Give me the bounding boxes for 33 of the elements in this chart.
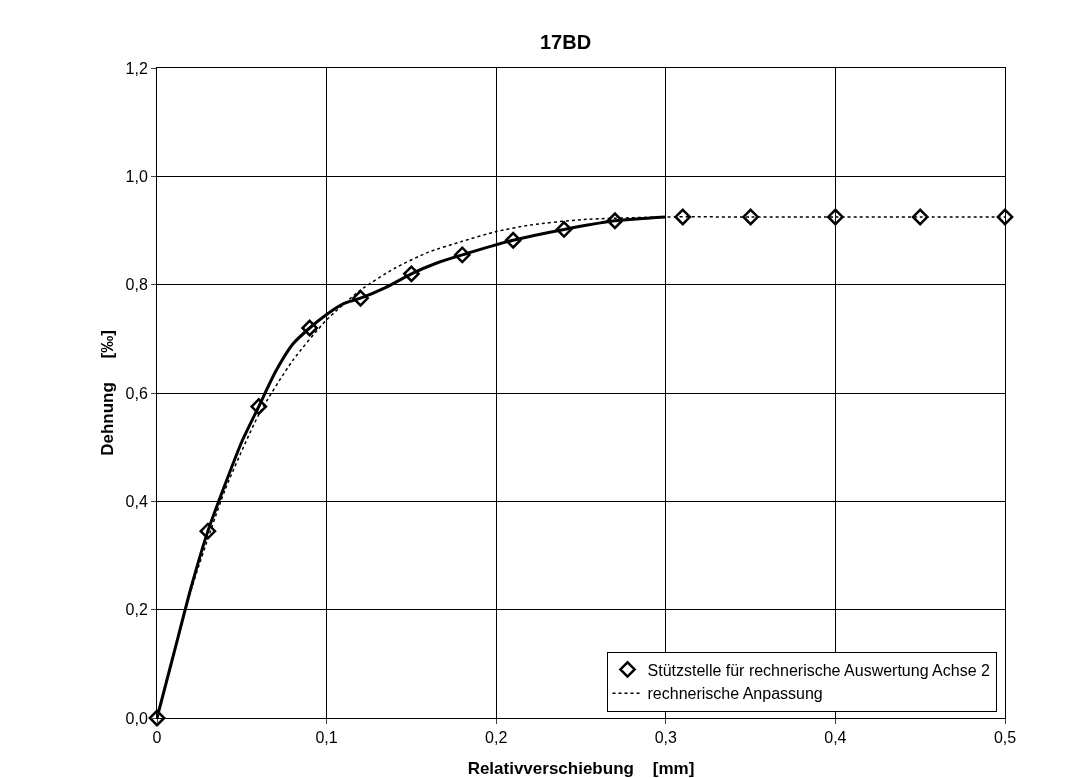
point	[403, 265, 420, 283]
point	[742, 208, 759, 226]
x-tick-label: 0,1	[315, 729, 338, 747]
y-tick-label: 0,0	[125, 709, 148, 727]
point	[827, 208, 844, 226]
point	[996, 208, 1014, 226]
y-tick-label: 1,0	[125, 167, 148, 185]
y-tick-label: 0,6	[125, 384, 148, 402]
point	[674, 208, 692, 226]
point	[250, 398, 268, 415]
x-tick-label: 0,5	[993, 729, 1017, 747]
point	[911, 208, 929, 226]
point	[352, 289, 369, 307]
point	[301, 319, 319, 337]
chart-title: 17BD	[539, 31, 592, 54]
point	[606, 212, 624, 230]
legend-label: rechnerische Anpassung	[647, 685, 823, 703]
x-axis-title: Relativverschiebung [mm]	[467, 759, 695, 778]
legend-label: Stützstelle für rechnerische Auswertung Achse 2	[647, 661, 991, 679]
point	[504, 231, 522, 249]
point	[453, 246, 471, 264]
y-tick-label: 0,2	[125, 601, 148, 619]
y-axis-title: Dehnung [‰]	[98, 330, 117, 456]
y-tick-label: 1,2	[125, 59, 148, 77]
x-tick-label: 0,2	[485, 729, 508, 747]
point	[148, 709, 166, 727]
y-tick-label: 0,8	[125, 276, 148, 294]
x-tick-label: 0,4	[824, 729, 847, 747]
y-tick-label: 0,4	[125, 492, 148, 510]
point	[199, 522, 217, 540]
point	[555, 221, 573, 238]
x-tick-label: 0	[152, 729, 162, 747]
x-tick-label: 0,3	[654, 729, 678, 747]
